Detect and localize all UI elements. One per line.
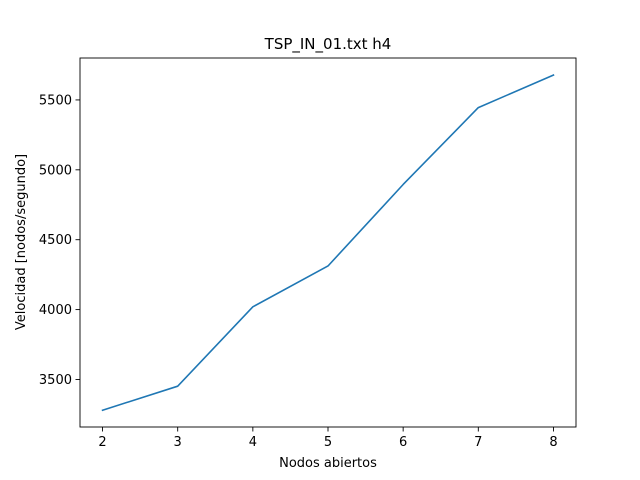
x-tick-label: 5 <box>324 435 332 450</box>
x-tick-label: 2 <box>98 435 106 450</box>
y-tick-label: 5000 <box>39 163 72 178</box>
y-tick-label: 4000 <box>39 303 72 318</box>
series-line <box>101 73 555 412</box>
x-tick-label: 4 <box>249 435 257 450</box>
y-axis: 3500 4000 4500 5000 5500 <box>39 93 80 388</box>
plot-frame <box>79 57 577 428</box>
x-tick-label: 6 <box>399 435 407 450</box>
x-tick-label: 7 <box>474 435 482 450</box>
x-axis: 2 3 4 5 6 7 8 <box>98 427 558 450</box>
y-tick-label: 5500 <box>39 93 72 108</box>
x-tick-label: 8 <box>549 435 557 450</box>
y-tick-label: 4500 <box>39 233 72 248</box>
y-tick-label: 3500 <box>39 373 72 388</box>
x-axis-label: Nodos abiertos <box>279 456 377 471</box>
chart-title: TSP_IN_01.txt h4 <box>264 35 392 54</box>
y-axis-label: Velocidad [nodos/segundo] <box>14 154 29 330</box>
x-tick-label: 3 <box>174 435 182 450</box>
